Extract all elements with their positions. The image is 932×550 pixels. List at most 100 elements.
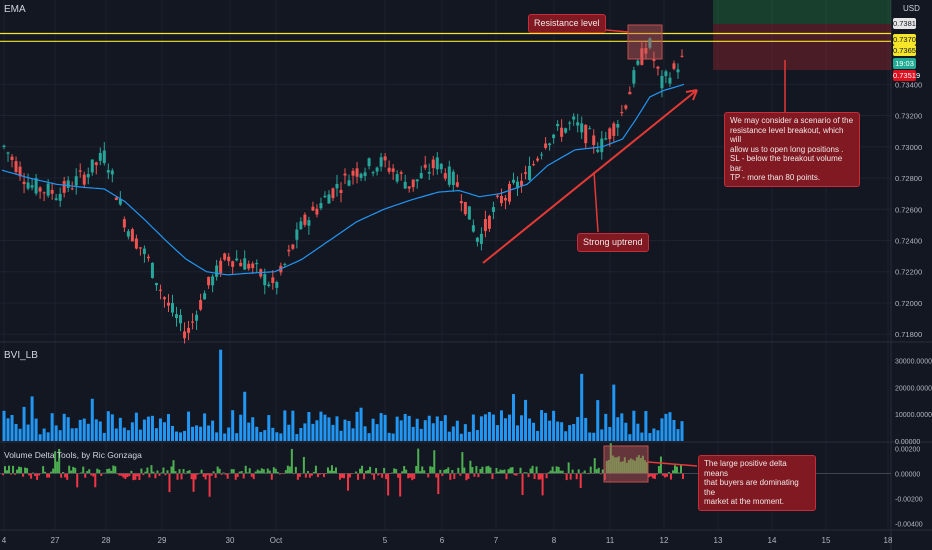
delta-bar [607,459,610,474]
volume-bar [2,410,6,441]
volume-bar [50,413,54,441]
time-tick-label: 7 [494,536,499,545]
delta-bar [449,473,452,480]
delta-bar [338,473,341,480]
resistance-highlight-box [627,24,663,60]
candle-body [495,195,499,197]
delta-bar [66,473,69,480]
strong-uptrend-callout[interactable]: Strong uptrend [577,233,649,252]
delta-bar [76,473,79,488]
delta-bar [132,473,135,481]
delta-bar [367,470,370,474]
delta-bar [74,467,77,474]
ema-indicator-label[interactable]: EMA [4,4,26,15]
delta-bar [499,469,502,474]
volume-bar [307,412,311,441]
volume-bar [435,416,439,441]
delta-note-callout[interactable]: The large positive delta means that buye… [698,455,816,511]
delta-bar [294,466,297,474]
candle-body [215,265,219,277]
volume-bar [564,431,568,441]
time-tick-label: 11 [606,536,615,545]
candle-body [327,194,331,204]
delta-bar [46,473,49,478]
delta-bar [399,473,402,497]
volume-bar [676,429,680,441]
delta-bar [98,469,101,474]
delta-bar [375,468,378,474]
volume-bar [142,419,146,441]
candle-body [247,263,251,269]
delta-note-line: that buyers are dominating the [704,478,799,497]
price-tick-label: 0.72600 [895,205,922,214]
delta-bar [118,473,121,476]
volume-bar [74,428,78,441]
delta-bar [206,473,209,476]
candle-body [50,189,54,194]
delta-bar [194,473,197,480]
time-tick-label: 5 [383,536,388,545]
volume-bar [540,410,544,441]
delta-bar [274,468,277,474]
volume-bar [431,423,435,441]
candle-body [90,159,94,173]
delta-bar [567,462,570,474]
volume-bar [54,425,58,441]
candle-body [640,48,644,65]
delta-bar [525,472,528,474]
price-marker-box: 0.73819 [893,18,921,29]
volume-bar [552,410,556,441]
delta-bar [116,473,119,475]
candle-body [355,168,359,177]
price-marker-box: 0.73700 [893,34,921,45]
candle-body [528,165,532,180]
delta-bar [290,448,293,474]
delta-bar [475,466,478,474]
delta-bar [266,468,269,474]
delta-bar [222,472,225,474]
candle-body [459,201,463,204]
delta-indicator-label[interactable]: Volume Delta Tools, by Ric Gonzaga [4,450,142,460]
volume-indicator-label[interactable]: BVI_LB [4,350,38,361]
volume-bar [499,410,503,441]
candle-body [339,189,343,193]
delta-bar [481,466,484,474]
delta-bar [625,462,628,474]
volume-bar [130,422,134,441]
time-tick-label: Oct [270,536,283,545]
delta-bar [445,469,448,474]
delta-bar [134,473,137,480]
candle-body [323,195,327,198]
delta-bar [443,469,446,474]
volume-tick-label: 10000.00000 [895,412,932,419]
delta-bar [104,472,107,474]
volume-bar [656,430,660,441]
delta-bar [166,470,169,474]
scenario-callout[interactable]: We may consider a scenario of the resist… [724,112,860,187]
delta-bar [349,473,352,478]
candle-body [520,180,524,186]
volume-bar [211,420,215,441]
delta-note-line: market at the moment. [704,497,785,506]
delta-bar [150,465,153,474]
delta-bar [254,471,257,474]
delta-bar [230,469,233,474]
volume-bar [383,414,387,441]
delta-bar [306,471,309,474]
delta-bar [94,473,97,488]
volume-bar [672,420,676,441]
volume-bar [42,428,46,441]
volume-bar [351,428,355,441]
volume-bar [82,418,86,441]
candle-body [146,256,150,259]
candle-body [648,38,652,48]
delta-bar [340,473,343,478]
candle-body [427,172,431,174]
delta-bar [369,466,372,474]
resistance-level-callout[interactable]: Resistance level [528,14,606,33]
delta-bar [509,467,512,474]
volume-bar [38,434,42,441]
volume-bar [544,412,548,441]
candle-body [251,263,255,269]
